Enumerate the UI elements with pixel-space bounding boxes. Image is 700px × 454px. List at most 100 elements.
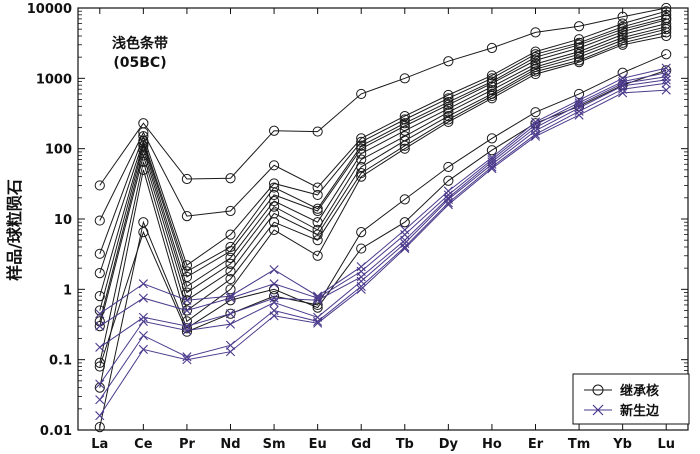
x-mark-stroke bbox=[443, 200, 453, 210]
inherited-core-point bbox=[443, 107, 454, 118]
x-mark-stroke bbox=[356, 281, 366, 292]
inherited-core-point bbox=[268, 217, 280, 228]
inherited-core-series-line bbox=[99, 14, 667, 266]
inherited-core-point bbox=[443, 56, 454, 67]
x-mark-stroke bbox=[574, 95, 584, 105]
inherited-core-point bbox=[356, 161, 367, 173]
new-rim-point bbox=[487, 162, 497, 172]
x-mark-stroke bbox=[574, 106, 584, 116]
x-mark-stroke bbox=[661, 68, 671, 78]
inherited-core-point bbox=[443, 116, 454, 128]
new-rim-point bbox=[225, 293, 236, 303]
x-tick-label: Dy bbox=[439, 437, 459, 452]
inherited-core-point bbox=[399, 73, 410, 84]
new-rim-point bbox=[487, 164, 497, 174]
inherited-core-point bbox=[94, 180, 105, 191]
x-mark-stroke bbox=[313, 291, 323, 301]
inherited-core-point bbox=[181, 323, 193, 334]
inherited-core-point bbox=[356, 148, 367, 159]
x-mark-stroke bbox=[356, 262, 366, 272]
new-rim-point bbox=[313, 316, 323, 326]
new-rim-point bbox=[400, 242, 410, 252]
x-tick-label: Tm bbox=[568, 437, 590, 452]
new-rim-point bbox=[138, 330, 148, 341]
inherited-core-point bbox=[181, 210, 193, 222]
inherited-core-point bbox=[138, 217, 149, 228]
new-rim-series-line bbox=[99, 89, 667, 416]
x-mark-stroke bbox=[138, 330, 148, 341]
inherited-core-point bbox=[530, 52, 541, 63]
x-tick-label: La bbox=[91, 437, 108, 452]
y-tick-label: 10 bbox=[54, 213, 72, 228]
inherited-core-point bbox=[661, 30, 672, 42]
inherited-core-point bbox=[312, 205, 323, 217]
x-mark-stroke bbox=[487, 162, 497, 172]
x-tick-label: Gd bbox=[351, 437, 371, 452]
inherited-core-point bbox=[181, 287, 193, 298]
x-mark-stroke bbox=[487, 152, 497, 163]
inherited-core-point bbox=[225, 205, 236, 217]
new-rim-point bbox=[574, 110, 584, 120]
x-mark-stroke bbox=[138, 316, 148, 326]
x-mark-stroke bbox=[487, 159, 497, 169]
x-tick-label: Tb bbox=[396, 437, 414, 452]
annotation-line-2: (05BC) bbox=[113, 55, 166, 71]
inherited-core-point bbox=[573, 49, 585, 60]
x-tick-label: Eu bbox=[309, 437, 327, 452]
x-mark-stroke bbox=[356, 272, 366, 282]
new-rim-point bbox=[182, 355, 192, 365]
x-mark-stroke bbox=[182, 321, 192, 331]
new-rim-series-line bbox=[99, 72, 667, 327]
inherited-core-series-line bbox=[99, 10, 667, 221]
x-mark-stroke bbox=[661, 78, 671, 88]
x-tick-label: Nd bbox=[220, 437, 240, 452]
inherited-core-point bbox=[268, 291, 280, 302]
new-rim-point bbox=[138, 293, 148, 303]
inherited-core-point bbox=[312, 302, 323, 313]
new-rim-point bbox=[95, 309, 105, 319]
x-mark-stroke bbox=[182, 295, 192, 305]
new-rim-series-line bbox=[99, 67, 667, 315]
inherited-core-point bbox=[268, 284, 280, 295]
x-mark-stroke bbox=[574, 103, 584, 113]
inherited-core-point bbox=[225, 229, 236, 240]
inherited-core-point bbox=[573, 21, 585, 32]
legend-x-icon bbox=[592, 404, 604, 416]
x-mark-stroke bbox=[269, 311, 279, 321]
inherited-core-point bbox=[617, 26, 628, 37]
inherited-core-point bbox=[225, 273, 236, 285]
x-mark-stroke bbox=[138, 344, 148, 354]
x-mark-stroke bbox=[225, 309, 236, 319]
x-tick-label: Lu bbox=[657, 437, 675, 452]
inherited-core-point bbox=[443, 99, 454, 110]
new-rim-point bbox=[356, 281, 366, 292]
new-rim-point bbox=[574, 100, 584, 110]
new-rim-point bbox=[530, 122, 541, 133]
new-rim-point bbox=[661, 68, 671, 78]
inherited-core-point bbox=[268, 201, 280, 212]
new-rim-point bbox=[182, 321, 192, 331]
new-rim-point bbox=[182, 305, 192, 316]
inherited-core-point bbox=[399, 143, 410, 154]
new-rim-point bbox=[95, 395, 105, 405]
y-axis-title: 样品/球粒陨石 bbox=[5, 179, 24, 281]
inherited-core-series-line bbox=[99, 53, 667, 367]
inherited-core-point bbox=[530, 27, 541, 38]
new-rim-point bbox=[400, 243, 410, 254]
inherited-core-point bbox=[94, 421, 105, 433]
new-rim-point bbox=[618, 84, 628, 94]
inherited-core-point bbox=[94, 382, 105, 393]
x-mark-stroke bbox=[530, 129, 541, 139]
inherited-core-point bbox=[661, 65, 672, 76]
inherited-core-point bbox=[312, 189, 323, 201]
new-rim-point bbox=[530, 131, 541, 141]
inherited-core-point bbox=[312, 182, 323, 193]
new-rim-point bbox=[138, 316, 148, 326]
x-mark-stroke bbox=[182, 325, 192, 336]
y-tick-label: 1000 bbox=[36, 72, 72, 87]
inherited-core-point bbox=[94, 291, 105, 302]
x-mark-stroke bbox=[487, 154, 497, 165]
inherited-core-point bbox=[530, 107, 541, 118]
new-rim-point bbox=[269, 297, 279, 308]
inherited-core-point bbox=[312, 250, 323, 261]
